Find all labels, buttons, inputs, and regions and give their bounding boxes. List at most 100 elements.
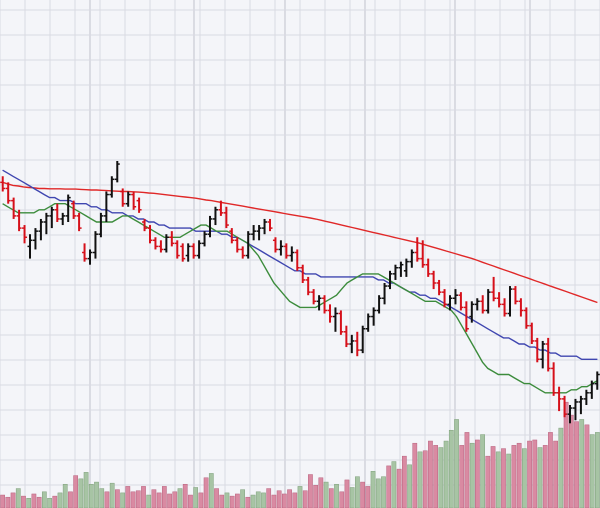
- volume-bar: [381, 476, 386, 508]
- volume-bar: [370, 471, 376, 508]
- volume-bars: [0, 401, 600, 508]
- volume-bar: [15, 488, 21, 508]
- volume-bar: [433, 445, 439, 508]
- ohlc-bar: [436, 279, 442, 296]
- volume-bar: [511, 445, 517, 508]
- volume-bar: [68, 491, 73, 508]
- ohlc-bar: [82, 243, 88, 262]
- volume-bar: [21, 495, 26, 508]
- volume-bar: [501, 448, 506, 508]
- volume-bar: [553, 440, 559, 508]
- volume-bar: [104, 491, 110, 508]
- ohlc-bar: [163, 234, 169, 253]
- ohlc-bar: [158, 240, 164, 253]
- volume-bar: [151, 489, 157, 508]
- volume-bar: [401, 455, 407, 508]
- volume-bar: [595, 432, 600, 508]
- ohlc-bar: [474, 298, 480, 311]
- volume-bar: [0, 494, 5, 508]
- volume-bar: [266, 488, 272, 508]
- volume-bar: [328, 488, 334, 508]
- volume-bar: [188, 494, 193, 508]
- ohlc-bar: [103, 191, 109, 222]
- ohlc-bar: [294, 249, 300, 271]
- volume-bar: [120, 492, 125, 508]
- volume-bar: [255, 491, 261, 508]
- ohlc-bar: [349, 334, 355, 354]
- volume-bar: [125, 486, 131, 508]
- volume-bar: [454, 419, 459, 508]
- volume-bar: [47, 498, 52, 508]
- volume-bar: [480, 434, 485, 508]
- volume-bar: [31, 493, 37, 508]
- ohlc-bar: [180, 243, 186, 262]
- volume-bar: [516, 442, 522, 508]
- ohlc-bar: [480, 295, 486, 314]
- volume-bar: [407, 464, 412, 508]
- volume-bar: [109, 482, 115, 508]
- volume-bar: [527, 440, 532, 508]
- ohlc-bar: [431, 270, 437, 290]
- ohlc-bar: [322, 295, 328, 314]
- ohlc-bar: [578, 395, 584, 415]
- volume-bar: [99, 488, 105, 508]
- volume-bar: [146, 494, 152, 508]
- ohlc-bar: [534, 337, 540, 363]
- ohlc-bar: [196, 240, 202, 259]
- ohlc-bar: [267, 218, 273, 232]
- ohlc-bar: [54, 203, 60, 222]
- volume-bar: [396, 468, 402, 508]
- ohlc-bar: [332, 307, 338, 332]
- volume-bar: [26, 498, 32, 508]
- volume-bar: [41, 491, 47, 508]
- volume-bar: [323, 481, 329, 508]
- ohlc-bar: [212, 206, 218, 226]
- ohlc-bar: [262, 218, 268, 235]
- ohlc-bar: [92, 231, 98, 259]
- volume-bar: [198, 492, 204, 508]
- ohlc-bar: [152, 237, 158, 250]
- ohlc-bar: [365, 313, 371, 332]
- ohlc-bar: [387, 270, 393, 290]
- ohlc-bar: [114, 161, 120, 183]
- ohlc-bar: [518, 298, 524, 317]
- volume-bar: [428, 440, 433, 508]
- ohlc-bar: [458, 292, 464, 311]
- volume-bar: [584, 424, 590, 508]
- volume-bar: [5, 496, 11, 508]
- ohlc-bar: [463, 301, 469, 332]
- ohlc-bar: [382, 283, 388, 305]
- volume-bar: [83, 472, 89, 508]
- volume-bar: [422, 450, 428, 508]
- ohlc-bar: [76, 212, 82, 232]
- volume-bar: [355, 476, 360, 508]
- ohlc-bar: [452, 289, 458, 305]
- ohlc-bar: [403, 258, 409, 277]
- ohlc-bar: [300, 264, 306, 283]
- ohlc-bar: [540, 340, 546, 369]
- ohlc-bar: [218, 200, 224, 216]
- ohlc-bar: [523, 307, 529, 329]
- volume-bar: [521, 448, 527, 508]
- volume-bar: [135, 490, 141, 508]
- volume-bar: [167, 493, 172, 508]
- ohlc-bar: [496, 292, 502, 308]
- ohlc-bar: [469, 301, 475, 323]
- ohlc-bar: [567, 405, 573, 424]
- ohlc-bar: [354, 331, 360, 357]
- ohlc-bar: [409, 249, 415, 268]
- volume-bar: [271, 494, 277, 508]
- ohlc-bar: [207, 215, 213, 238]
- volume-bar: [297, 486, 303, 508]
- ohlc-bar: [425, 258, 431, 277]
- ohlc-bar: [87, 249, 93, 265]
- ohlc-bar: [338, 310, 344, 335]
- ohlc-bar: [289, 246, 295, 262]
- ohlc-bar: [65, 194, 71, 222]
- volume-bar: [313, 485, 319, 508]
- ohlc-bar: [147, 225, 153, 244]
- ohlc-bar: [512, 286, 518, 305]
- volume-bar: [161, 486, 167, 508]
